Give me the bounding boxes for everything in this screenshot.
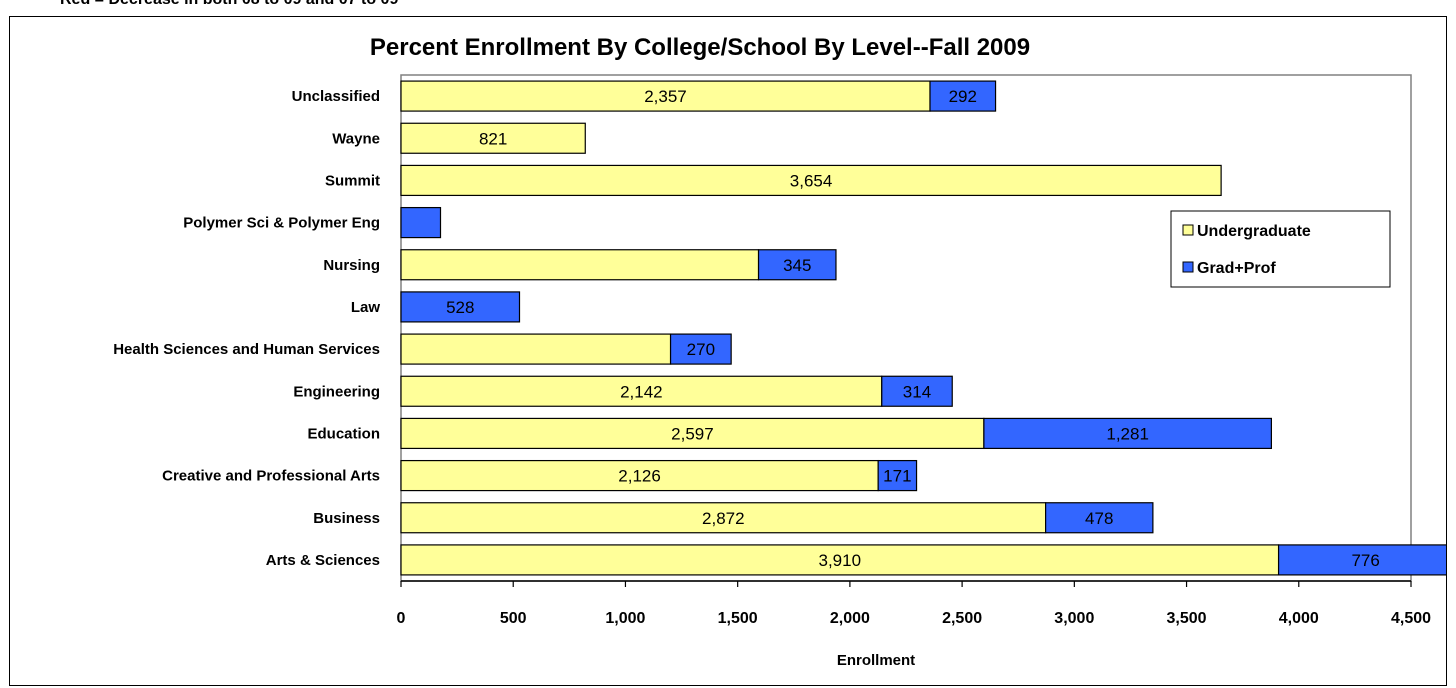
bar-grad-prof	[929, 80, 997, 112]
category-label: Polymer Sci & Polymer Eng	[183, 215, 380, 232]
bar-grad-prof	[669, 333, 732, 365]
x-tick-label: 1,000	[605, 610, 645, 627]
bar-grad-prof	[1045, 502, 1154, 534]
category-label: Business	[313, 510, 380, 527]
data-label: 2,126	[618, 467, 661, 486]
category-label: Nursing	[323, 257, 380, 274]
x-tick-label: 0	[397, 610, 406, 627]
data-label: 2,872	[702, 509, 745, 528]
x-axis-title: Enrollment	[837, 652, 915, 669]
x-tick-label: 4,500	[1391, 610, 1431, 627]
bar-grad-prof	[877, 459, 918, 492]
x-tick-label: 2,500	[942, 610, 982, 627]
data-label: 314	[903, 382, 931, 401]
legend-label-undergraduate: Undergraduate	[1197, 223, 1311, 240]
bar-undergraduate	[400, 249, 760, 281]
data-label: 2,357	[644, 87, 687, 106]
bar-grad-prof	[881, 375, 953, 407]
bar-grad-prof	[983, 417, 1272, 450]
bar-undergraduate	[400, 459, 879, 492]
bar-undergraduate	[400, 80, 931, 112]
plot-area: Unclassified 2,357 292 Wayne 821 Summit 3,654 P…	[113, 74, 1446, 627]
category-label: Creative and Professional Arts	[162, 468, 380, 485]
legend-swatch-grad-prof	[1182, 261, 1194, 273]
category-label: Engineering	[293, 383, 380, 400]
bar-grad-prof	[400, 291, 521, 323]
data-label: 2,142	[620, 382, 663, 401]
data-label: 292	[949, 87, 977, 106]
category-label: Arts & Sciences	[266, 552, 380, 569]
chart-svg: Percent Enrollment By College/School By …	[113, 34, 1446, 669]
chart-frame: Percent Enrollment By College/School By …	[9, 16, 1447, 686]
category-label: Wayne	[332, 130, 380, 147]
bar-grad-prof	[1277, 544, 1446, 576]
legend-box	[1170, 210, 1391, 288]
data-label: 171	[883, 467, 911, 486]
data-label: 345	[783, 256, 811, 275]
x-tick-label: 3,000	[1054, 610, 1094, 627]
x-tick-label: 1,500	[718, 610, 758, 627]
bar-undergraduate	[400, 122, 586, 154]
bar-grad-prof	[400, 206, 442, 239]
bar-grad-prof	[757, 249, 837, 281]
legend: Undergraduate Grad+Prof	[1170, 210, 1391, 288]
data-label: 528	[446, 298, 474, 317]
chart-title: Percent Enrollment By College/School By …	[370, 34, 1030, 61]
bar-undergraduate	[400, 417, 985, 450]
category-label: Unclassified	[292, 88, 380, 105]
x-tick-label: 2,000	[830, 610, 870, 627]
data-label: 821	[479, 129, 507, 148]
legend-label-grad-prof: Grad+Prof	[1197, 260, 1276, 277]
bar-undergraduate	[400, 502, 1047, 534]
bar-undergraduate	[400, 164, 1222, 197]
data-label: 3,654	[790, 171, 833, 190]
category-label: Summit	[325, 172, 380, 189]
category-label: Education	[307, 425, 380, 442]
bar-undergraduate	[400, 544, 1280, 576]
data-label: 776	[1351, 551, 1379, 570]
category-label: Law	[351, 299, 381, 316]
bar-undergraduate	[400, 333, 672, 365]
x-tick-label: 4,000	[1279, 610, 1319, 627]
bar-undergraduate	[400, 375, 883, 407]
data-label: 3,910	[819, 551, 862, 570]
data-label: 270	[687, 340, 715, 359]
top-note: Red = Decrease in both 08 to 09 and 07 t…	[60, 0, 398, 9]
data-label: 478	[1085, 509, 1113, 528]
legend-swatch-undergraduate	[1182, 224, 1194, 236]
category-label: Health Sciences and Human Services	[113, 341, 380, 358]
data-label: 2,597	[671, 424, 714, 443]
data-label: 1,281	[1106, 424, 1149, 443]
x-tick-label: 3,500	[1167, 610, 1207, 627]
x-tick-label: 500	[500, 610, 527, 627]
